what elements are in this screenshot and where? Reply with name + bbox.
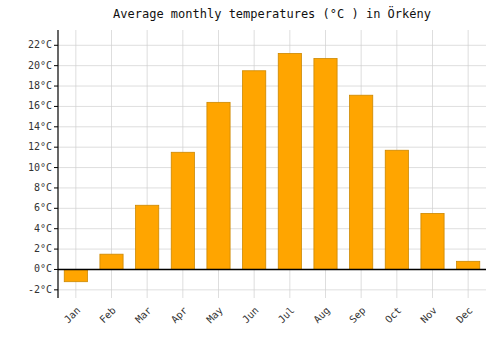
x-tick-label: Feb [97,305,118,326]
bar [136,205,159,269]
bar [278,53,301,269]
y-grid-line [58,208,486,209]
y-tick-label: 14°C [28,121,52,132]
y-grid-line [58,187,486,188]
y-grid-line [58,147,486,148]
x-tick-label: Sep [347,305,368,326]
x-tick-label: Jan [62,305,83,326]
bar [100,254,123,269]
x-tick-label: Aug [311,305,332,326]
y-grid-line [58,45,486,46]
bar [421,213,444,269]
y-grid-line [58,289,486,290]
x-tick-label: Oct [383,305,404,326]
x-tick-label: Nov [418,305,439,326]
y-tick-label: 2°C [34,243,52,254]
bar [314,59,337,270]
y-axis-line [57,30,58,298]
y-tick-label: 20°C [28,60,52,71]
y-grid-line [58,269,486,270]
y-tick-label: 16°C [28,100,52,111]
y-tick-label: 8°C [34,182,52,193]
x-tick-label: May [204,305,225,326]
zero-line [58,269,486,271]
y-tick-label: 4°C [34,223,52,234]
y-tick-label: 0°C [34,263,52,274]
y-tick-label: -2°C [28,284,52,295]
x-tick-label: Jul [276,305,297,326]
x-tick-label: Jun [240,305,261,326]
bar [171,152,194,269]
y-tick-label: 10°C [28,162,52,173]
y-tick-label: 6°C [34,202,52,213]
title: Average monthly temperatures (°C ) in Ör… [113,5,431,21]
grid [58,30,486,298]
bars [64,53,480,281]
bar [64,269,87,281]
bar [350,95,373,269]
y-tick-label: 22°C [28,39,52,50]
chart-svg: -2°C 0°C 2°C 4°C 6°C 8°C 10°C 12°C 14°C 16°C 18°C 2… [0,0,500,350]
bar [207,102,230,269]
y-tick-label: 12°C [28,141,52,152]
x-grid-line [75,30,76,298]
y-grid-line [58,126,486,127]
y-grid-line [58,167,486,168]
y-grid-line [58,106,486,107]
bar [457,261,480,269]
axes: -2°C 0°C 2°C 4°C 6°C 8°C 10°C 12°C 14°C 16°C 18°C 2… [28,30,486,325]
y-grid-line [58,65,486,66]
chart-container: -2°C 0°C 2°C 4°C 6°C 8°C 10°C 12°C 14°C 16°C 18°C 2… [0,0,500,350]
bar [243,71,266,270]
y-tick-label: 18°C [28,80,52,91]
x-tick-label: Dec [454,305,475,326]
x-tick-label: Mar [133,305,154,326]
y-grid-line [58,86,486,87]
x-tick-label: Apr [169,305,190,326]
bar [385,150,408,269]
x-grid-line [468,30,469,298]
